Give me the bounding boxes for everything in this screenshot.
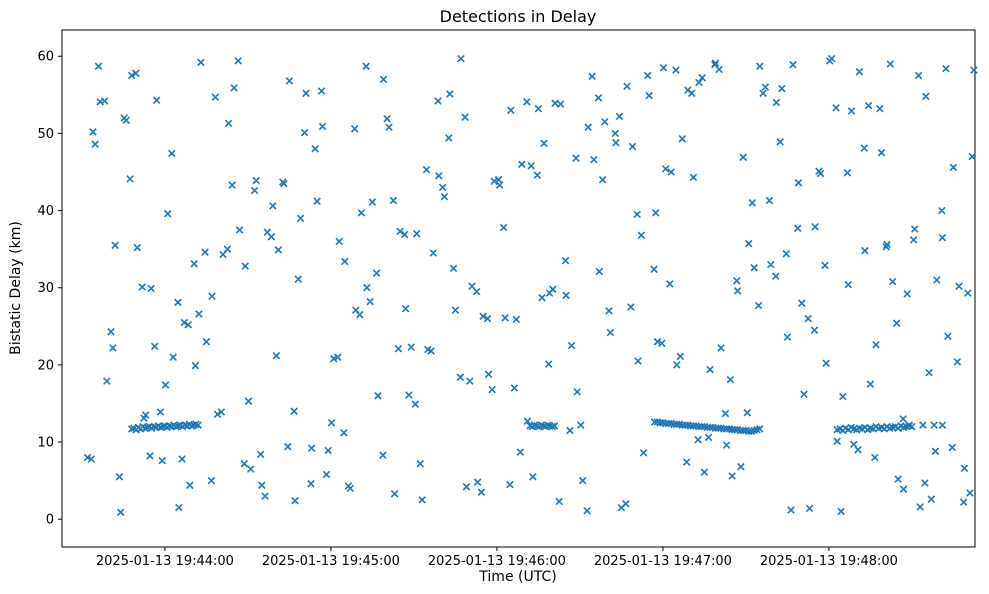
y-tick-label: 40 — [37, 204, 54, 219]
plot-border — [61, 29, 976, 548]
y-tick-label: 10 — [37, 436, 54, 451]
chart-title: Detections in Delay — [440, 7, 597, 26]
y-tick-label: 60 — [37, 50, 54, 65]
y-tick-label: 30 — [37, 281, 54, 296]
y-tick-label: 50 — [37, 127, 54, 142]
x-tick-label: 2025-01-13 19:47:00 — [594, 554, 732, 569]
x-axis-ticks: 2025-01-13 19:44:00 2025-01-13 19:45:00 20… — [96, 547, 898, 569]
scatter-points — [83, 54, 978, 517]
y-axis-ticks: 0 10 20 30 40 50 60 — [37, 50, 62, 528]
x-axis-label: Time (UTC) — [478, 569, 556, 585]
y-tick-label: 0 — [46, 513, 54, 528]
y-axis-label: Bistatic Delay (km) — [8, 221, 24, 355]
x-tick-label: 2025-01-13 19:48:00 — [760, 554, 898, 569]
x-tick-label: 2025-01-13 19:45:00 — [262, 554, 400, 569]
x-tick-label: 2025-01-13 19:46:00 — [428, 554, 566, 569]
y-tick-label: 20 — [37, 358, 54, 373]
x-tick-label: 2025-01-13 19:44:00 — [96, 554, 234, 569]
